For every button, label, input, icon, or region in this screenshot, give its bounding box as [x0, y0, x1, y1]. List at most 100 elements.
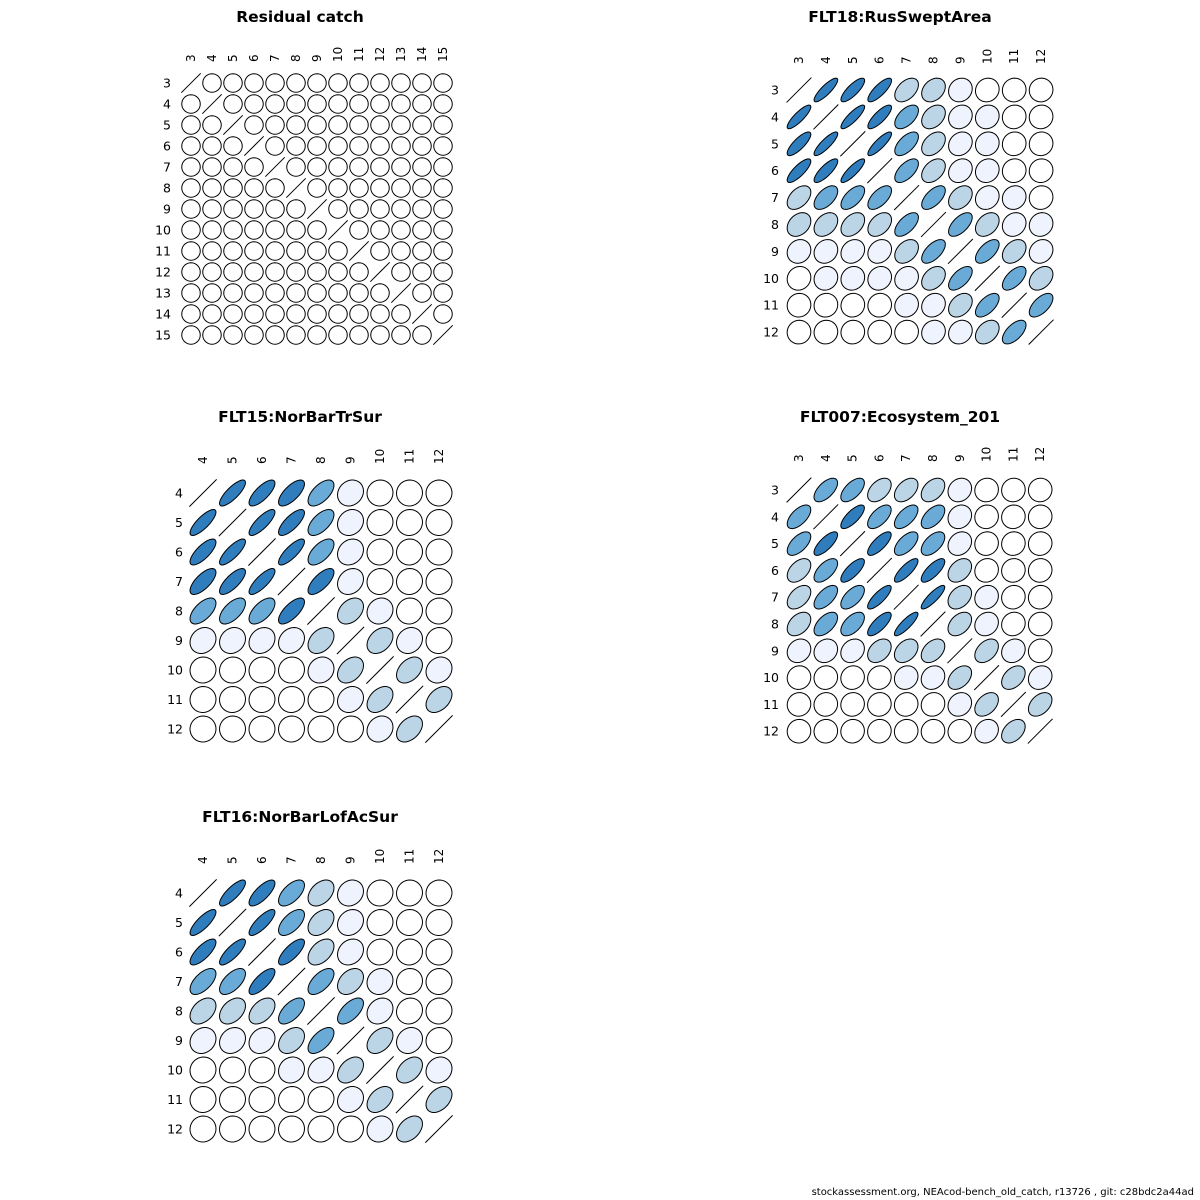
correlation-ellipse — [867, 584, 892, 610]
column-label: 7 — [268, 54, 282, 62]
column-label: 7 — [285, 456, 299, 464]
correlation-ellipse — [307, 1115, 335, 1143]
correlation-ellipse — [307, 909, 335, 936]
correlation-ellipse — [867, 531, 892, 556]
row-label: 10 — [167, 1063, 183, 1078]
correlation-ellipse — [223, 283, 243, 303]
correlation-ellipse — [840, 638, 865, 664]
correlation-ellipse — [189, 938, 217, 966]
correlation-ellipse — [189, 1056, 217, 1084]
row-label: 9 — [771, 244, 779, 259]
row-label: 6 — [175, 945, 183, 960]
diagonal-mark — [411, 303, 433, 325]
correlation-ellipse — [840, 584, 865, 610]
correlation-ellipse — [202, 178, 222, 198]
diagonal-mark — [893, 584, 919, 610]
correlation-ellipse — [974, 611, 999, 637]
row-label: 5 — [771, 136, 779, 151]
column-label: 5 — [226, 54, 240, 62]
correlation-ellipse — [396, 479, 423, 507]
correlation-ellipse — [425, 509, 453, 536]
correlation-ellipse — [425, 627, 453, 654]
correlation-ellipse — [286, 94, 306, 114]
correlation-ellipse — [786, 319, 812, 345]
column-label: 15 — [436, 47, 450, 62]
diagonal-mark — [390, 282, 412, 304]
correlation-ellipse — [307, 968, 335, 995]
correlation-ellipse — [894, 265, 919, 291]
correlation-ellipse — [307, 220, 327, 240]
column-label: 6 — [873, 56, 887, 64]
correlation-ellipse — [202, 325, 222, 345]
correlation-ellipse — [307, 715, 335, 743]
correlation-ellipse — [425, 1086, 453, 1113]
correlation-ellipse — [307, 509, 335, 536]
correlation-ellipse — [813, 477, 839, 503]
correlation-ellipse — [1001, 185, 1027, 210]
correlation-ellipse — [867, 104, 893, 130]
correlation-ellipse — [307, 262, 327, 282]
correlation-ellipse — [840, 265, 866, 291]
correlation-ellipse — [328, 157, 348, 177]
column-label: 7 — [900, 56, 914, 64]
correlation-ellipse — [248, 879, 276, 907]
correlation-ellipse — [425, 656, 453, 684]
correlation-ellipse — [867, 504, 892, 530]
correlation-ellipse — [189, 715, 217, 743]
column-label: 12 — [1034, 49, 1048, 64]
correlation-ellipse — [189, 1115, 217, 1143]
correlation-ellipse — [974, 319, 1000, 345]
diagonal-mark — [920, 611, 946, 637]
correlation-ellipse — [219, 1086, 246, 1113]
correlation-ellipse — [248, 1115, 276, 1143]
correlation-ellipse — [1028, 265, 1054, 291]
correlation-ellipse — [893, 611, 919, 637]
diagonal-mark — [222, 114, 244, 136]
diagonal-mark — [786, 477, 812, 503]
row-label: 3 — [771, 483, 779, 498]
column-label: 8 — [314, 856, 328, 864]
correlation-ellipse — [867, 131, 893, 157]
correlation-ellipse — [974, 584, 999, 610]
diagonal-mark — [369, 261, 391, 283]
diagonal-mark — [947, 238, 974, 265]
correlation-ellipse — [840, 319, 866, 345]
correlation-ellipse — [893, 692, 919, 717]
correlation-panel: FLT18:RusSweptArea 3 4 5 6 7 8 9 10 11 12 3 4 5 6 7 8 9 10… — [763, 8, 1054, 345]
column-label: 3 — [184, 54, 198, 62]
correlation-ellipse — [974, 158, 1000, 184]
correlation-ellipse — [370, 199, 390, 219]
row-label: 9 — [771, 643, 779, 658]
correlation-ellipse — [248, 568, 276, 595]
correlation-ellipse — [412, 283, 432, 303]
correlation-ellipse — [396, 509, 423, 536]
correlation-ellipse — [328, 241, 348, 261]
correlation-ellipse — [181, 199, 201, 219]
panel-title: FLT15:NorBarTrSur — [218, 408, 382, 426]
correlation-ellipse — [396, 938, 423, 966]
diagonal-mark — [866, 157, 893, 184]
correlation-ellipse — [813, 185, 839, 210]
correlation-ellipse — [948, 319, 973, 345]
correlation-ellipse — [396, 715, 423, 743]
correlation-ellipse — [286, 157, 306, 177]
correlation-ellipse — [189, 909, 217, 936]
correlation-ellipse — [244, 73, 264, 93]
correlation-ellipse — [223, 241, 243, 261]
correlation-ellipse — [181, 157, 201, 177]
correlation-ellipse — [425, 938, 453, 966]
correlation-ellipse — [223, 136, 243, 156]
correlation-ellipse — [307, 283, 327, 303]
diagonal-mark — [248, 538, 276, 566]
correlation-ellipse — [307, 1027, 335, 1054]
row-label: 11 — [167, 692, 183, 707]
diagonal-mark — [1027, 718, 1053, 744]
correlation-ellipse — [1028, 185, 1054, 210]
correlation-ellipse — [974, 292, 1000, 318]
correlation-ellipse — [391, 304, 411, 324]
diagonal-mark — [425, 715, 453, 743]
correlation-ellipse — [307, 656, 335, 684]
correlation-ellipse — [1027, 611, 1053, 637]
column-label: 8 — [927, 56, 941, 64]
correlation-ellipse — [813, 692, 839, 717]
